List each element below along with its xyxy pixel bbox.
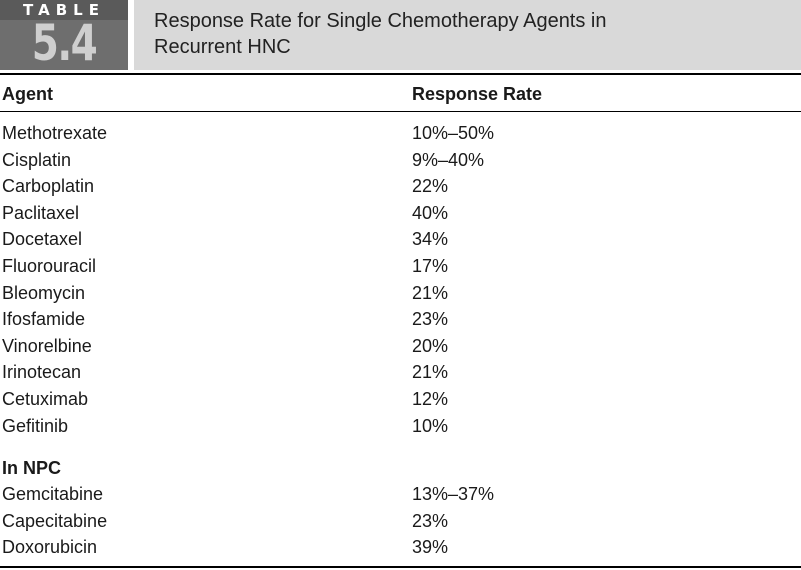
table-row: Gefitinib 10% xyxy=(0,413,801,440)
agent-cell: Carboplatin xyxy=(2,176,95,197)
rate-cell: 22% xyxy=(412,176,449,197)
agent-cell: Vinorelbine xyxy=(2,335,92,356)
table-row: Gemcitabine 13%–37% xyxy=(0,481,801,508)
table-title-line-1: Response Rate for Single Chemotherapy Ag… xyxy=(154,10,607,32)
agent-cell: Gemcitabine xyxy=(2,484,104,504)
table-row: Irinotecan 21% xyxy=(0,359,801,386)
header-rule xyxy=(0,111,801,112)
agent-cell: Doxorubicin xyxy=(2,537,98,558)
agent-cell: Capecitabine xyxy=(2,510,108,531)
rate-cell: 10%–50% xyxy=(412,123,495,143)
table-row: Cetuximab 12% xyxy=(0,386,801,413)
rate-cell: 12% xyxy=(412,388,449,409)
rate-cell: 21% xyxy=(412,282,449,303)
rate-cell: 40% xyxy=(412,202,449,223)
agent-cell: Bleomycin xyxy=(2,282,86,303)
table-body-npc: Gemcitabine 13%–37% Capecitabine 23% Doxor… xyxy=(0,481,801,561)
table-row: Capecitabine 23% xyxy=(0,508,801,535)
table-row: Doxorubicin 39% xyxy=(0,534,801,561)
table-body: Methotrexate 10%–50% Cisplatin 9%–40% Carb… xyxy=(0,120,801,439)
agent-cell: Fluorouracil xyxy=(2,255,97,276)
column-header-agent: Agent xyxy=(2,84,53,104)
section-heading-npc: In NPC xyxy=(2,458,62,478)
agent-cell: Cetuximab xyxy=(2,388,89,409)
table-row: Vinorelbine 20% xyxy=(0,333,801,360)
rate-cell: 17% xyxy=(412,255,449,276)
agent-cell: Irinotecan xyxy=(2,362,82,383)
title-band: Response Rate for Single Chemotherapy Ag… xyxy=(134,0,801,70)
agent-cell: Ifosfamide xyxy=(2,309,86,330)
agent-cell: Gefitinib xyxy=(2,415,69,436)
rate-cell: 34% xyxy=(412,229,449,250)
table-number-badge: TABLE 5.4 xyxy=(0,0,128,70)
column-header-response-rate: Response Rate xyxy=(412,84,543,104)
table-row: Docetaxel 34% xyxy=(0,226,801,253)
table-header: TABLE 5.4 Response Rate for Single Chemo… xyxy=(0,0,801,70)
agent-cell: Docetaxel xyxy=(2,229,83,250)
table-row: Ifosfamide 23% xyxy=(0,306,801,333)
table-row: Carboplatin 22% xyxy=(0,173,801,200)
table-title-line-2: Recurrent HNC xyxy=(154,36,291,58)
agent-cell: Cisplatin xyxy=(2,149,72,170)
rate-cell: 10% xyxy=(412,415,449,436)
bottom-rule xyxy=(0,566,801,568)
badge-word: TABLE xyxy=(0,0,128,20)
header-gap xyxy=(128,0,134,70)
table-row: Bleomycin 21% xyxy=(0,280,801,307)
table-row: Cisplatin 9%–40% xyxy=(0,147,801,174)
rate-cell: 23% xyxy=(412,510,449,531)
rate-cell: 21% xyxy=(412,362,449,383)
top-rule xyxy=(0,73,801,75)
rate-cell: 23% xyxy=(412,309,449,330)
rate-cell: 39% xyxy=(412,537,449,558)
rate-cell: 9%–40% xyxy=(412,149,485,170)
rate-cell: 20% xyxy=(412,335,449,356)
table-row: Paclitaxel 40% xyxy=(0,200,801,227)
badge-number: 5.4 xyxy=(31,14,98,70)
table-row: Methotrexate 10%–50% xyxy=(0,120,801,147)
agent-cell: Methotrexate xyxy=(2,123,108,143)
rate-cell: 13%–37% xyxy=(412,484,495,504)
agent-cell: Paclitaxel xyxy=(2,202,80,223)
table-row: Fluorouracil 17% xyxy=(0,253,801,280)
